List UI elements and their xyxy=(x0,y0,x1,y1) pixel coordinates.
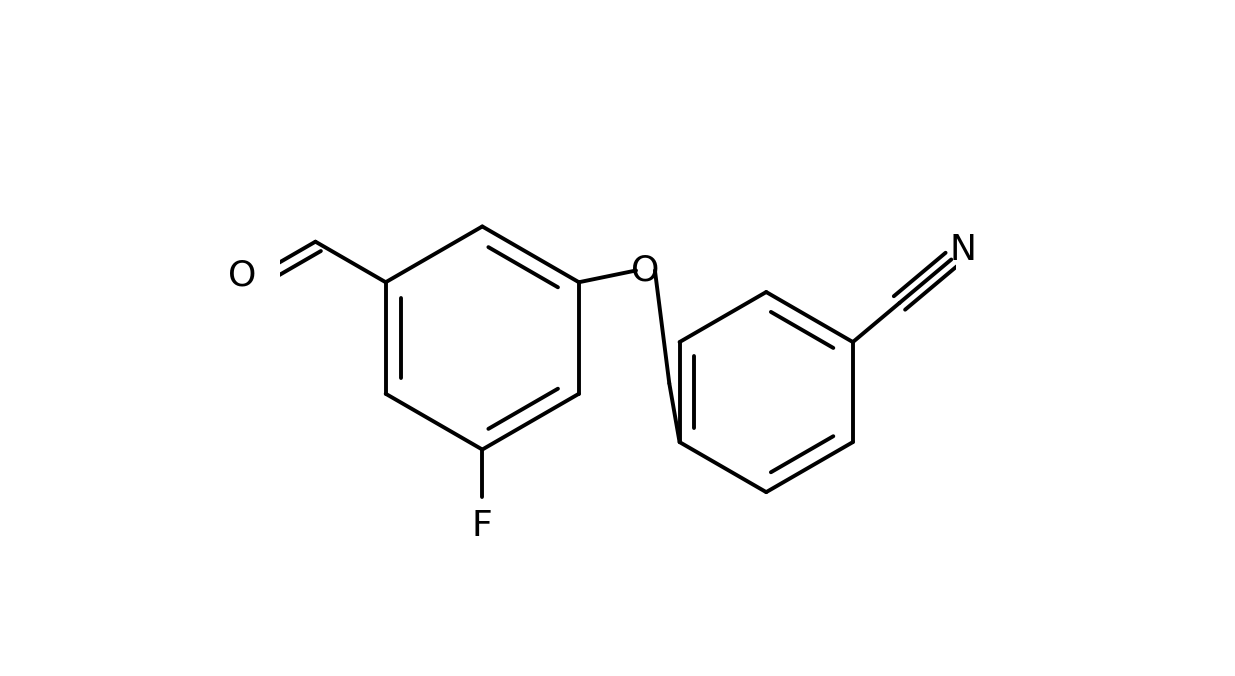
Text: F: F xyxy=(472,509,493,543)
Text: O: O xyxy=(227,258,256,293)
Text: N: N xyxy=(950,233,976,267)
Text: O: O xyxy=(631,254,659,287)
